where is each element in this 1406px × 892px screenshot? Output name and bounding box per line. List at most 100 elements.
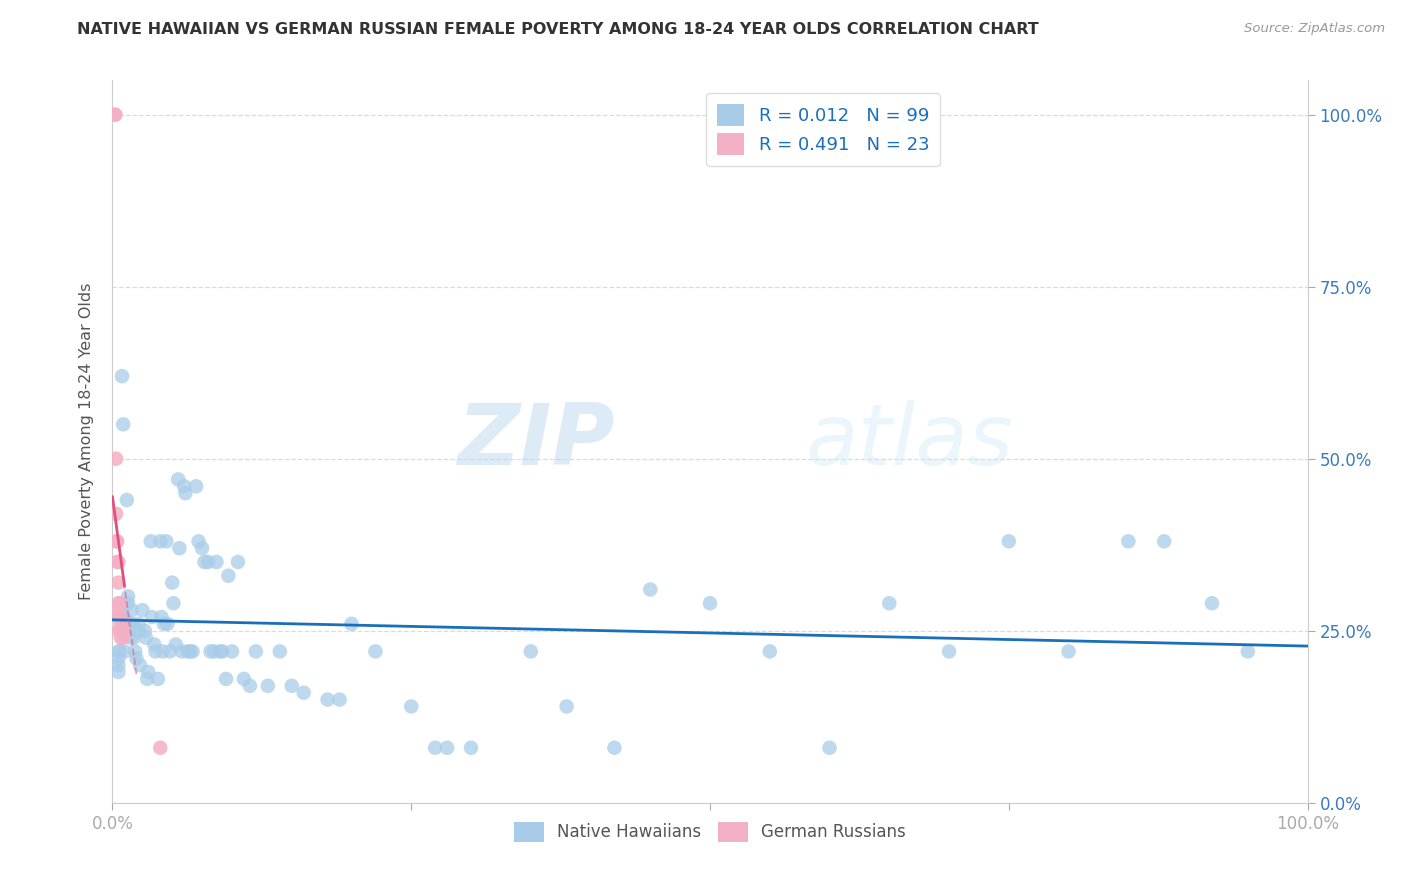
Point <box>162 596 184 610</box>
Point <box>117 596 139 610</box>
Y-axis label: Female Poverty Among 18-24 Year Olds: Female Poverty Among 18-24 Year Olds <box>79 283 94 600</box>
Point <box>699 596 721 610</box>
Point <box>111 624 134 638</box>
Point <box>153 616 176 631</box>
Point <box>193 555 215 569</box>
Point <box>226 555 249 569</box>
Point <box>107 575 129 590</box>
Point <box>134 624 156 638</box>
Point <box>187 534 209 549</box>
Point <box>169 541 191 556</box>
Point <box>149 740 172 755</box>
Point <box>818 740 841 755</box>
Point <box>131 603 153 617</box>
Point <box>104 108 127 122</box>
Point <box>120 631 142 645</box>
Point <box>245 644 267 658</box>
Text: NATIVE HAWAIIAN VS GERMAN RUSSIAN FEMALE POVERTY AMONG 18-24 YEAR OLDS CORRELATI: NATIVE HAWAIIAN VS GERMAN RUSSIAN FEMALE… <box>77 22 1039 37</box>
Point <box>112 624 135 638</box>
Point <box>149 534 172 549</box>
Point <box>136 672 159 686</box>
Point <box>111 369 134 384</box>
Point <box>105 507 128 521</box>
Point <box>174 486 197 500</box>
Point <box>108 644 131 658</box>
Point <box>269 644 291 658</box>
Point <box>436 740 458 755</box>
Point <box>114 610 135 624</box>
Point <box>165 638 187 652</box>
Point <box>202 644 225 658</box>
Point <box>179 644 201 658</box>
Point <box>112 417 135 432</box>
Point <box>107 624 129 638</box>
Point <box>110 624 132 638</box>
Point <box>107 555 129 569</box>
Point <box>114 644 135 658</box>
Point <box>879 596 901 610</box>
Point <box>1118 534 1140 549</box>
Point <box>107 665 129 679</box>
Point <box>1237 644 1260 658</box>
Point <box>105 555 128 569</box>
Point <box>191 541 214 556</box>
Point <box>167 472 190 486</box>
Point <box>197 555 219 569</box>
Point <box>118 616 141 631</box>
Point <box>107 658 129 673</box>
Point <box>173 479 195 493</box>
Text: Source: ZipAtlas.com: Source: ZipAtlas.com <box>1244 22 1385 36</box>
Point <box>186 479 208 493</box>
Point <box>117 590 139 604</box>
Point <box>141 610 163 624</box>
Point <box>181 644 204 658</box>
Point <box>146 672 169 686</box>
Point <box>938 644 960 658</box>
Point <box>640 582 662 597</box>
Point <box>128 616 150 631</box>
Point <box>177 644 200 658</box>
Point <box>759 644 782 658</box>
Point <box>108 596 131 610</box>
Text: atlas: atlas <box>806 400 1014 483</box>
Point <box>233 672 256 686</box>
Point <box>520 644 543 658</box>
Point <box>200 644 222 658</box>
Point <box>129 658 152 673</box>
Point <box>1153 534 1175 549</box>
Text: ZIP: ZIP <box>457 400 614 483</box>
Point <box>107 651 129 665</box>
Point <box>150 610 173 624</box>
Point <box>998 534 1021 549</box>
Point <box>105 451 128 466</box>
Point <box>143 638 166 652</box>
Point <box>104 108 127 122</box>
Point <box>401 699 423 714</box>
Point <box>105 534 128 549</box>
Point <box>170 644 193 658</box>
Point <box>205 555 228 569</box>
Point <box>1201 596 1223 610</box>
Point <box>257 679 280 693</box>
Point <box>209 644 232 658</box>
Point <box>215 672 238 686</box>
Point <box>316 692 339 706</box>
Point <box>122 631 145 645</box>
Point <box>221 644 243 658</box>
Point <box>460 740 482 755</box>
Point <box>340 616 363 631</box>
Legend: Native Hawaiians, German Russians: Native Hawaiians, German Russians <box>508 815 912 848</box>
Point <box>110 616 132 631</box>
Point <box>329 692 352 706</box>
Point <box>555 699 578 714</box>
Point <box>1057 644 1080 658</box>
Point <box>162 575 183 590</box>
Point <box>211 644 233 658</box>
Point <box>239 679 262 693</box>
Point <box>105 534 128 549</box>
Point <box>135 631 157 645</box>
Point <box>425 740 447 755</box>
Point <box>112 631 135 645</box>
Point <box>128 624 150 638</box>
Point <box>125 651 148 665</box>
